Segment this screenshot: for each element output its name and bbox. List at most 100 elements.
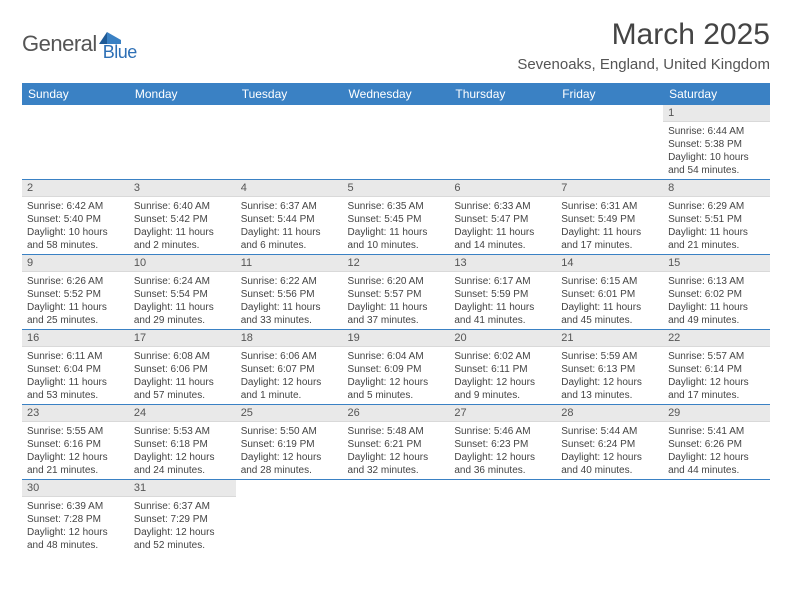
sunset-text: Sunset: 6:21 PM	[348, 438, 445, 451]
daylight-text: Daylight: 12 hours and 32 minutes.	[348, 451, 445, 477]
calendar-cell	[22, 105, 129, 180]
day-detail: Sunrise: 6:33 AMSunset: 5:47 PMDaylight:…	[449, 197, 556, 254]
sunset-text: Sunset: 5:49 PM	[561, 213, 658, 226]
month-title: March 2025	[517, 18, 770, 52]
sunrise-text: Sunrise: 6:44 AM	[668, 125, 765, 138]
sunset-text: Sunset: 6:24 PM	[561, 438, 658, 451]
calendar-cell: 15Sunrise: 6:13 AMSunset: 6:02 PMDayligh…	[663, 255, 770, 330]
day-number: 5	[343, 180, 450, 197]
day-detail: Sunrise: 6:06 AMSunset: 6:07 PMDaylight:…	[236, 347, 343, 404]
day-number: 22	[663, 330, 770, 347]
day-number: 1	[663, 105, 770, 122]
daylight-text: Daylight: 11 hours and 21 minutes.	[668, 226, 765, 252]
day-detail: Sunrise: 6:29 AMSunset: 5:51 PMDaylight:…	[663, 197, 770, 254]
sunrise-text: Sunrise: 5:46 AM	[454, 425, 551, 438]
day-detail: Sunrise: 5:50 AMSunset: 6:19 PMDaylight:…	[236, 422, 343, 479]
sunset-text: Sunset: 6:14 PM	[668, 363, 765, 376]
sunrise-text: Sunrise: 6:08 AM	[134, 350, 231, 363]
sunrise-text: Sunrise: 6:42 AM	[27, 200, 124, 213]
sunrise-text: Sunrise: 5:59 AM	[561, 350, 658, 363]
calendar-cell: 22Sunrise: 5:57 AMSunset: 6:14 PMDayligh…	[663, 330, 770, 405]
calendar-cell: 30Sunrise: 6:39 AMSunset: 7:28 PMDayligh…	[22, 480, 129, 555]
day-number: 20	[449, 330, 556, 347]
calendar-week: 1Sunrise: 6:44 AMSunset: 5:38 PMDaylight…	[22, 105, 770, 180]
day-number: 31	[129, 480, 236, 497]
calendar-cell: 18Sunrise: 6:06 AMSunset: 6:07 PMDayligh…	[236, 330, 343, 405]
day-detail: Sunrise: 6:11 AMSunset: 6:04 PMDaylight:…	[22, 347, 129, 404]
brand-name-2: Blue	[103, 42, 137, 63]
calendar-cell: 16Sunrise: 6:11 AMSunset: 6:04 PMDayligh…	[22, 330, 129, 405]
calendar-cell: 14Sunrise: 6:15 AMSunset: 6:01 PMDayligh…	[556, 255, 663, 330]
day-detail: Sunrise: 6:17 AMSunset: 5:59 PMDaylight:…	[449, 272, 556, 329]
daylight-text: Daylight: 11 hours and 37 minutes.	[348, 301, 445, 327]
day-detail: Sunrise: 5:48 AMSunset: 6:21 PMDaylight:…	[343, 422, 450, 479]
daylight-text: Daylight: 11 hours and 57 minutes.	[134, 376, 231, 402]
day-number: 21	[556, 330, 663, 347]
day-number: 29	[663, 405, 770, 422]
daylight-text: Daylight: 11 hours and 49 minutes.	[668, 301, 765, 327]
day-number: 9	[22, 255, 129, 272]
day-number: 12	[343, 255, 450, 272]
sunrise-text: Sunrise: 6:31 AM	[561, 200, 658, 213]
sunset-text: Sunset: 5:51 PM	[668, 213, 765, 226]
sunset-text: Sunset: 6:09 PM	[348, 363, 445, 376]
sunset-text: Sunset: 6:07 PM	[241, 363, 338, 376]
sunset-text: Sunset: 5:54 PM	[134, 288, 231, 301]
daylight-text: Daylight: 12 hours and 28 minutes.	[241, 451, 338, 477]
day-detail: Sunrise: 6:13 AMSunset: 6:02 PMDaylight:…	[663, 272, 770, 329]
day-number: 11	[236, 255, 343, 272]
calendar-cell: 13Sunrise: 6:17 AMSunset: 5:59 PMDayligh…	[449, 255, 556, 330]
sunrise-text: Sunrise: 6:04 AM	[348, 350, 445, 363]
calendar-cell: 6Sunrise: 6:33 AMSunset: 5:47 PMDaylight…	[449, 180, 556, 255]
day-detail: Sunrise: 6:15 AMSunset: 6:01 PMDaylight:…	[556, 272, 663, 329]
sunrise-text: Sunrise: 6:37 AM	[134, 500, 231, 513]
day-detail: Sunrise: 6:04 AMSunset: 6:09 PMDaylight:…	[343, 347, 450, 404]
sunrise-text: Sunrise: 6:11 AM	[27, 350, 124, 363]
daylight-text: Daylight: 12 hours and 40 minutes.	[561, 451, 658, 477]
sunset-text: Sunset: 5:38 PM	[668, 138, 765, 151]
calendar-cell: 23Sunrise: 5:55 AMSunset: 6:16 PMDayligh…	[22, 405, 129, 480]
brand-name-1: General	[22, 31, 97, 57]
day-detail: Sunrise: 6:37 AMSunset: 7:29 PMDaylight:…	[129, 497, 236, 554]
calendar-cell: 26Sunrise: 5:48 AMSunset: 6:21 PMDayligh…	[343, 405, 450, 480]
calendar-cell: 20Sunrise: 6:02 AMSunset: 6:11 PMDayligh…	[449, 330, 556, 405]
daylight-text: Daylight: 11 hours and 45 minutes.	[561, 301, 658, 327]
day-number: 16	[22, 330, 129, 347]
sunset-text: Sunset: 6:02 PM	[668, 288, 765, 301]
day-detail: Sunrise: 6:35 AMSunset: 5:45 PMDaylight:…	[343, 197, 450, 254]
calendar-cell: 2Sunrise: 6:42 AMSunset: 5:40 PMDaylight…	[22, 180, 129, 255]
calendar-cell	[343, 480, 450, 555]
sunset-text: Sunset: 5:59 PM	[454, 288, 551, 301]
day-detail: Sunrise: 5:55 AMSunset: 6:16 PMDaylight:…	[22, 422, 129, 479]
sunrise-text: Sunrise: 5:55 AM	[27, 425, 124, 438]
daylight-text: Daylight: 11 hours and 6 minutes.	[241, 226, 338, 252]
sunset-text: Sunset: 5:56 PM	[241, 288, 338, 301]
calendar-cell: 1Sunrise: 6:44 AMSunset: 5:38 PMDaylight…	[663, 105, 770, 180]
sunset-text: Sunset: 7:28 PM	[27, 513, 124, 526]
day-header: Thursday	[449, 83, 556, 105]
calendar-page: General Blue March 2025 Sevenoaks, Engla…	[0, 0, 792, 612]
sunrise-text: Sunrise: 5:48 AM	[348, 425, 445, 438]
sunset-text: Sunset: 6:26 PM	[668, 438, 765, 451]
day-detail: Sunrise: 6:22 AMSunset: 5:56 PMDaylight:…	[236, 272, 343, 329]
day-number: 18	[236, 330, 343, 347]
day-number: 8	[663, 180, 770, 197]
calendar-week: 9Sunrise: 6:26 AMSunset: 5:52 PMDaylight…	[22, 255, 770, 330]
day-detail: Sunrise: 5:57 AMSunset: 6:14 PMDaylight:…	[663, 347, 770, 404]
sunrise-text: Sunrise: 6:13 AM	[668, 275, 765, 288]
daylight-text: Daylight: 12 hours and 13 minutes.	[561, 376, 658, 402]
calendar-cell: 4Sunrise: 6:37 AMSunset: 5:44 PMDaylight…	[236, 180, 343, 255]
day-number: 2	[22, 180, 129, 197]
sunset-text: Sunset: 6:11 PM	[454, 363, 551, 376]
day-number: 13	[449, 255, 556, 272]
day-number: 17	[129, 330, 236, 347]
day-number: 6	[449, 180, 556, 197]
day-number: 10	[129, 255, 236, 272]
sunrise-text: Sunrise: 6:02 AM	[454, 350, 551, 363]
daylight-text: Daylight: 11 hours and 33 minutes.	[241, 301, 338, 327]
sunrise-text: Sunrise: 5:50 AM	[241, 425, 338, 438]
sunrise-text: Sunrise: 6:29 AM	[668, 200, 765, 213]
calendar-cell	[449, 480, 556, 555]
sunrise-text: Sunrise: 6:35 AM	[348, 200, 445, 213]
calendar-cell: 12Sunrise: 6:20 AMSunset: 5:57 PMDayligh…	[343, 255, 450, 330]
